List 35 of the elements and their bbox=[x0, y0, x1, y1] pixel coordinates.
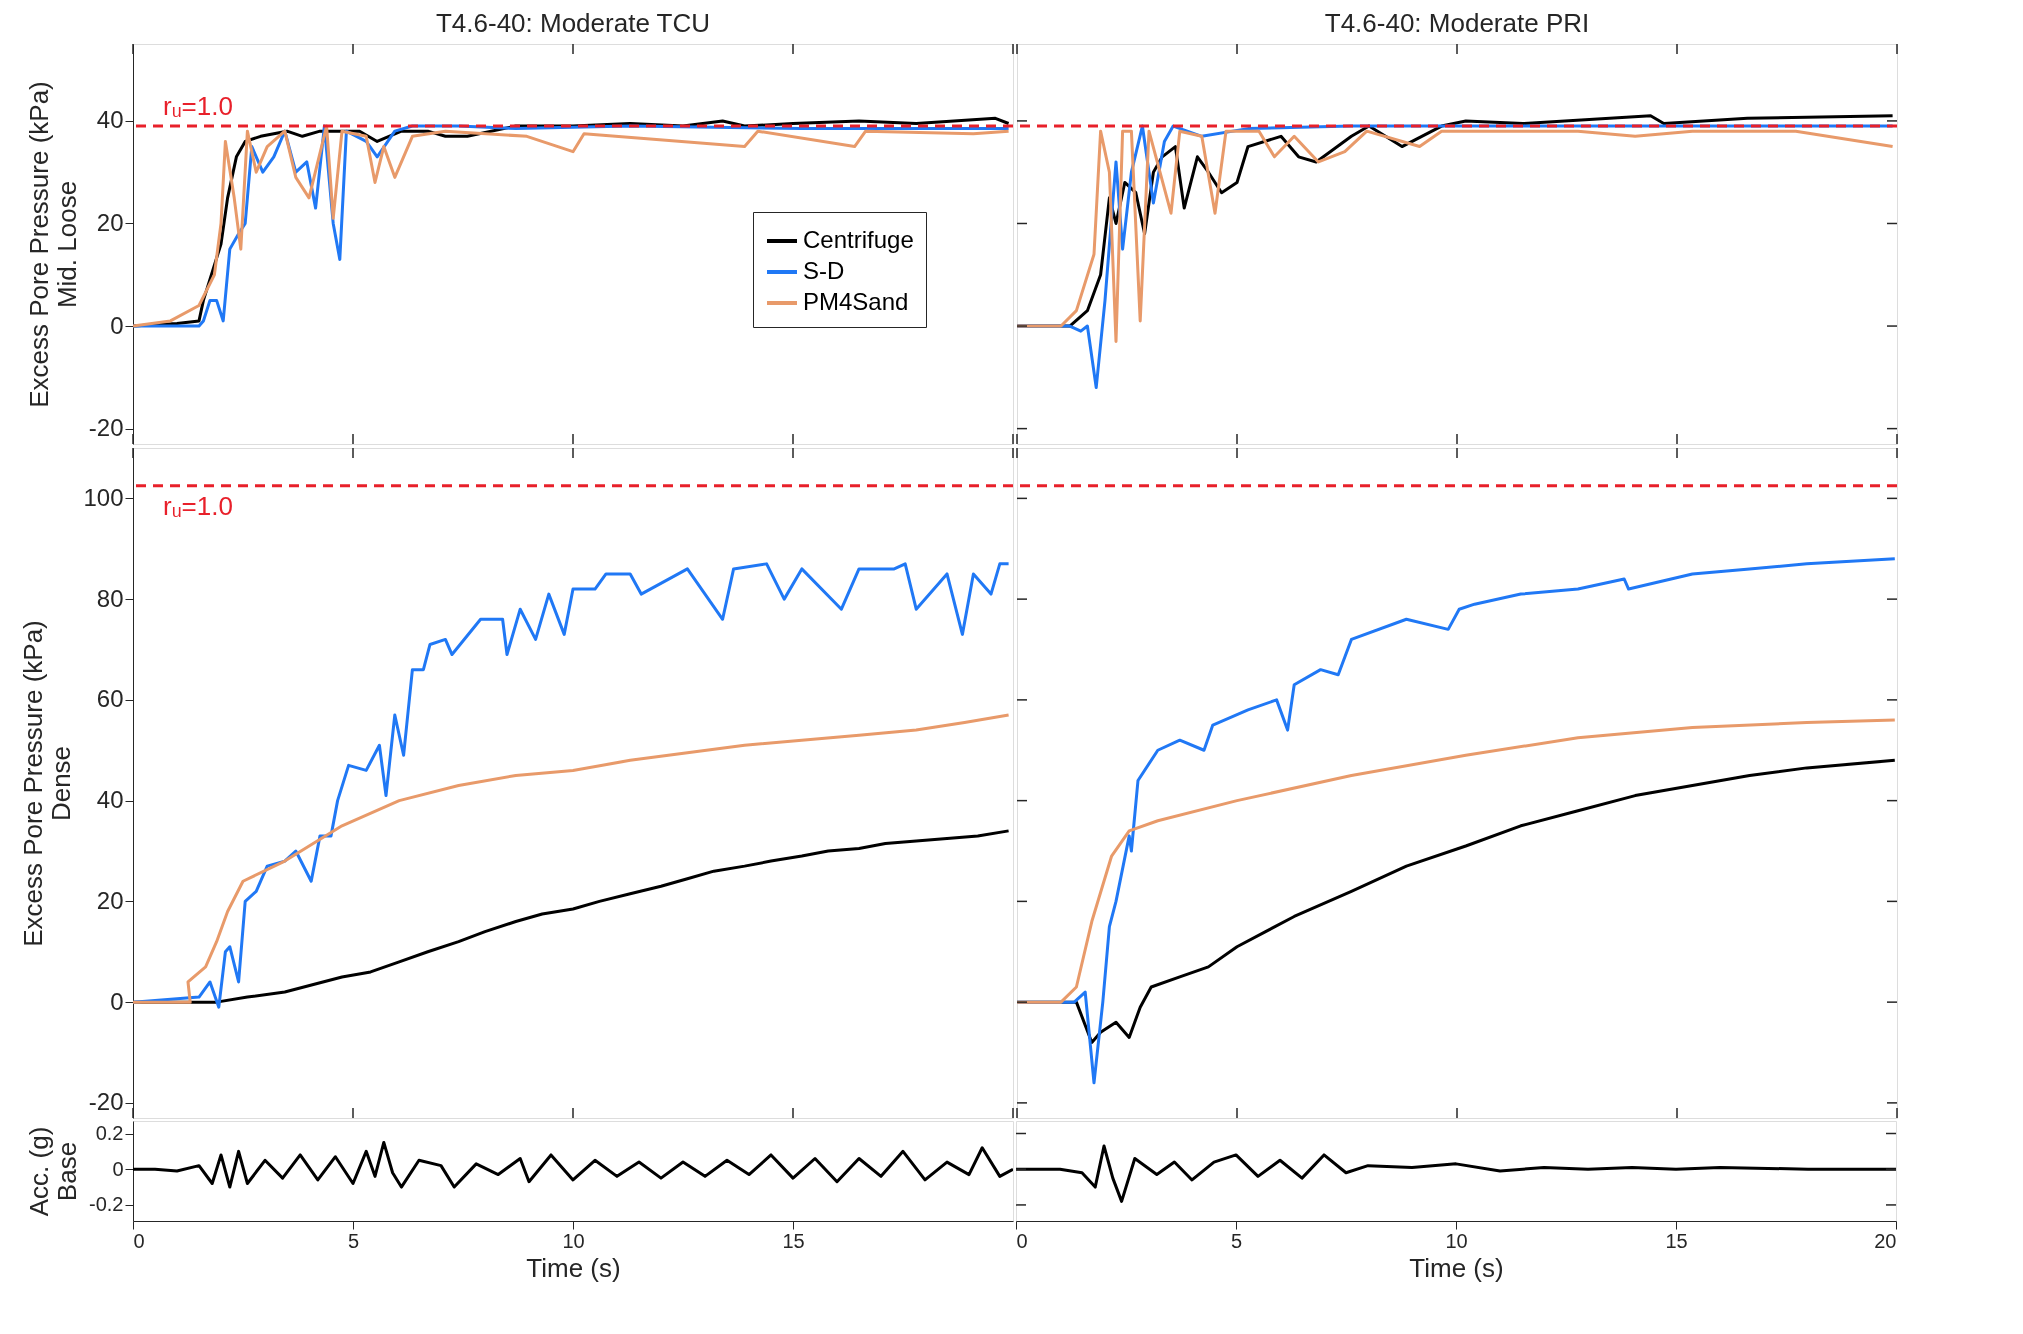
legend-label: Centrifuge bbox=[803, 226, 914, 253]
y-tick-label: -0.2 bbox=[89, 1193, 124, 1216]
chart-title: T4.6-40: Moderate TCU bbox=[435, 8, 711, 39]
legend-label: PM4Sand bbox=[803, 288, 909, 315]
y-tick-label: 40 bbox=[96, 106, 124, 134]
y-tick-label: -20 bbox=[88, 414, 124, 442]
y-tick-label: 80 bbox=[96, 584, 124, 612]
legend-label: S-D bbox=[803, 257, 845, 284]
y-tick-label: 40 bbox=[96, 786, 124, 814]
y-tick-label: 60 bbox=[96, 685, 124, 713]
x-tick-label: 20 bbox=[1874, 1229, 1897, 1252]
y-axis-title: Acc. (g) Base bbox=[24, 1126, 83, 1217]
y-axis-title: Excess Pore Pressure (kPa) Dense bbox=[18, 620, 77, 947]
x-axis-title: Time (s) bbox=[1409, 1252, 1504, 1283]
x-tick-label: 5 bbox=[1230, 1229, 1243, 1252]
y-tick-label: 20 bbox=[96, 208, 124, 236]
annotation: rᵤ=1.0 bbox=[163, 490, 233, 521]
x-tick-label: 15 bbox=[1665, 1229, 1688, 1252]
x-tick-label: 15 bbox=[782, 1229, 805, 1252]
chart-title: T4.6-40: Moderate PRI bbox=[1324, 8, 1590, 39]
x-tick-label: 10 bbox=[1445, 1229, 1468, 1252]
x-tick-label: 0 bbox=[133, 1229, 145, 1252]
y-tick-label: -20 bbox=[88, 1088, 124, 1116]
x-tick-label: 10 bbox=[562, 1229, 585, 1252]
y-axis-title: Excess Pore Pressure (kPa) Mid. Loose bbox=[23, 81, 82, 408]
annotation: rᵤ=1.0 bbox=[163, 91, 233, 122]
y-tick-label: 100 bbox=[83, 483, 124, 511]
y-tick-label: 20 bbox=[96, 886, 124, 914]
y-tick-label: 0 bbox=[110, 987, 124, 1015]
x-axis-title: Time (s) bbox=[526, 1252, 621, 1283]
y-tick-label: 0.2 bbox=[95, 1122, 124, 1144]
y-tick-label: 0 bbox=[112, 1157, 124, 1180]
x-tick-label: 0 bbox=[1016, 1229, 1028, 1252]
y-tick-label: 0 bbox=[110, 311, 124, 339]
x-tick-label: 5 bbox=[347, 1229, 360, 1252]
